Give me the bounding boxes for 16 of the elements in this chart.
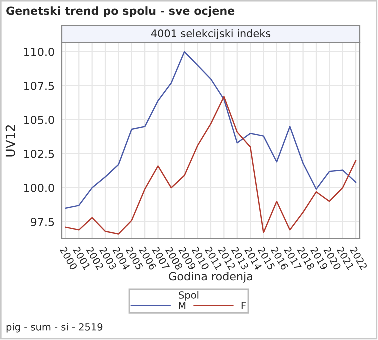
y-tick-label: 102.5 xyxy=(24,150,54,158)
line-series xyxy=(65,51,357,210)
x-axis-title: Godina rođenja xyxy=(169,272,252,283)
text: pig - sum - si - 2519 xyxy=(6,323,103,333)
legend-title: Spol xyxy=(179,291,199,301)
y-tick-label: 105.0 xyxy=(24,116,54,124)
chart-subtitle: 4001 selekcijski indeks xyxy=(151,29,271,40)
line-series xyxy=(65,96,357,235)
chart-title: Genetski trend po spolu - sve ocjene xyxy=(6,6,235,18)
legend-label: M xyxy=(179,302,186,310)
y-tick-label: 110.0 xyxy=(24,48,54,56)
legend-label: F xyxy=(242,302,246,310)
y-tick-label: 100.0 xyxy=(24,184,54,192)
y-tick-label: 97.5 xyxy=(31,218,54,226)
y-axis-title: UV12 xyxy=(6,125,16,157)
y-tick-label: 107.5 xyxy=(24,82,54,90)
